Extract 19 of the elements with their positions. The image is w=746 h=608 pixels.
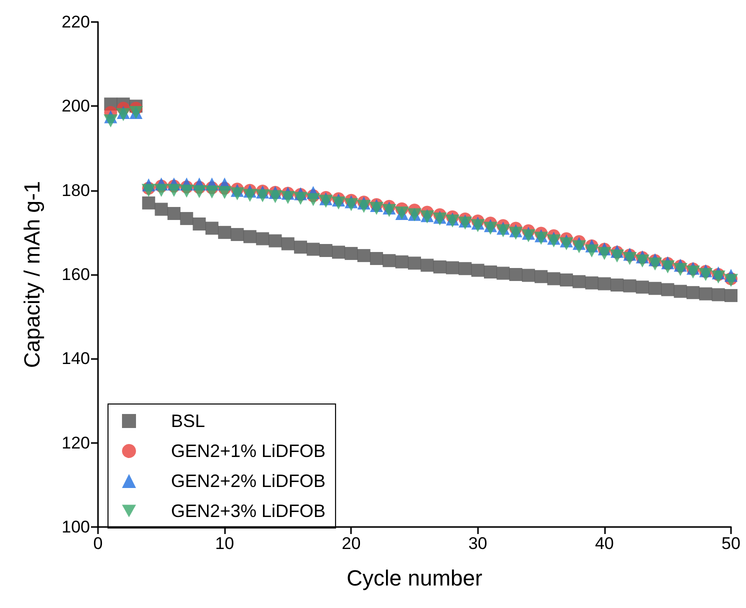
y-tick-label: 180 (62, 180, 90, 200)
legend-label: GEN2+2% LiDFOB (171, 471, 326, 491)
x-tick-label: 40 (594, 534, 614, 553)
legend-label: BSL (171, 411, 206, 431)
y-tick-label: 220 (62, 12, 90, 32)
y-tick-label: 200 (62, 96, 90, 116)
x-tick-label: 50 (722, 534, 740, 553)
legend-label: GEN2+3% LiDFOB (171, 501, 326, 521)
y-axis-title: Capacity / mAh g-1 (20, 180, 44, 368)
x-tick-label: 30 (468, 534, 488, 553)
y-tick-label: 120 (62, 433, 90, 452)
x-tick-label: 0 (93, 534, 103, 553)
y-tick-label: 140 (62, 349, 90, 368)
legend-label: GEN2+1% LiDFOB (171, 441, 326, 461)
y-tick-label: 100 (62, 518, 90, 536)
y-tick-label: 160 (62, 265, 90, 284)
x-tick-label: 10 (215, 534, 234, 553)
x-axis-title: Cycle number (346, 566, 482, 590)
x-tick-label: 20 (342, 534, 361, 553)
